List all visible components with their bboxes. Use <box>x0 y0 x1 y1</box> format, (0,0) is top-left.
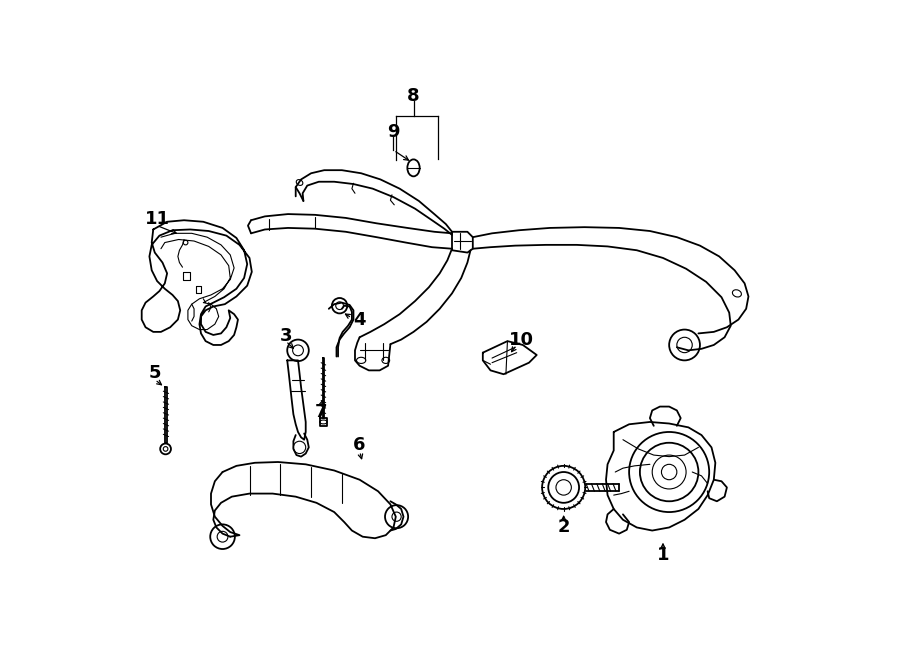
Text: 3: 3 <box>279 327 292 345</box>
Text: 6: 6 <box>354 436 366 454</box>
Text: 1: 1 <box>657 546 670 564</box>
Text: 11: 11 <box>145 210 169 229</box>
Text: 5: 5 <box>148 364 161 383</box>
Text: 9: 9 <box>387 123 400 141</box>
Text: 7: 7 <box>315 403 328 421</box>
Text: 2: 2 <box>557 518 570 537</box>
Text: 8: 8 <box>407 87 419 105</box>
Text: 4: 4 <box>354 311 366 329</box>
Text: 10: 10 <box>508 330 534 348</box>
